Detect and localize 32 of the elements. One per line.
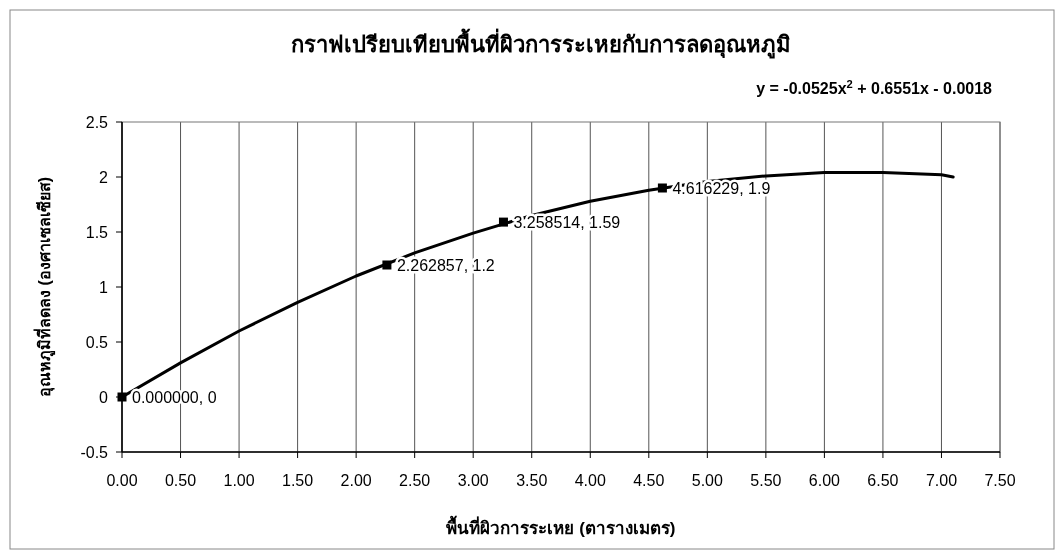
x-tick-label: 2.50 bbox=[399, 472, 431, 489]
x-tick-label: 4.50 bbox=[633, 472, 665, 489]
x-tick-label: 2.00 bbox=[340, 472, 372, 489]
point bbox=[657, 183, 667, 193]
x-tick-label: 3.00 bbox=[457, 472, 489, 489]
x-tick-label: 1.00 bbox=[223, 472, 255, 489]
x-tick-label: 0.50 bbox=[164, 472, 197, 489]
x-tick-label: 5.50 bbox=[750, 472, 782, 489]
y-tick-label: 1.5 bbox=[85, 224, 109, 241]
point bbox=[382, 260, 392, 270]
y-tick-label: 2 bbox=[99, 169, 109, 186]
y-tick-label: 2.5 bbox=[85, 114, 109, 131]
y-tick-label: -0.5 bbox=[80, 444, 109, 461]
x-tick-label: 5.00 bbox=[691, 472, 724, 489]
x-tick-label: 6.00 bbox=[808, 472, 841, 489]
x-tick-label: 1.50 bbox=[282, 472, 314, 489]
x-tick-label: 6.50 bbox=[867, 472, 899, 489]
x-tick-label: 0.00 bbox=[106, 472, 138, 489]
x-tick-label: 4.00 bbox=[574, 472, 606, 489]
text: y = -0.0525x$^{2}$ + 0.6551x - 0.0018 bbox=[756, 78, 993, 97]
y-tick-label: 0.5 bbox=[85, 334, 109, 351]
x-tick-label: 7.00 bbox=[925, 472, 958, 489]
x-tick-label: 3.50 bbox=[516, 472, 548, 489]
chart-title: กราฟเปรียบเทียบพื้นที่ผิวการระเหยกับการลดอุณหภูมิ bbox=[291, 28, 791, 59]
y-tick-label: 1 bbox=[99, 279, 109, 296]
point bbox=[117, 392, 127, 402]
data-label: 3.258514, 1.59 bbox=[513, 214, 621, 232]
x-axis-title: พื้นที่ผิวการระเหย (ตารางเมตร) bbox=[446, 515, 676, 538]
point bbox=[498, 217, 508, 227]
y-tick-label: 0 bbox=[99, 389, 109, 406]
y-axis-title: อุณหภูมิที่ลดลง (องศาเซลเซียส) bbox=[33, 176, 56, 398]
x-tick-label: 7.50 bbox=[984, 472, 1016, 489]
